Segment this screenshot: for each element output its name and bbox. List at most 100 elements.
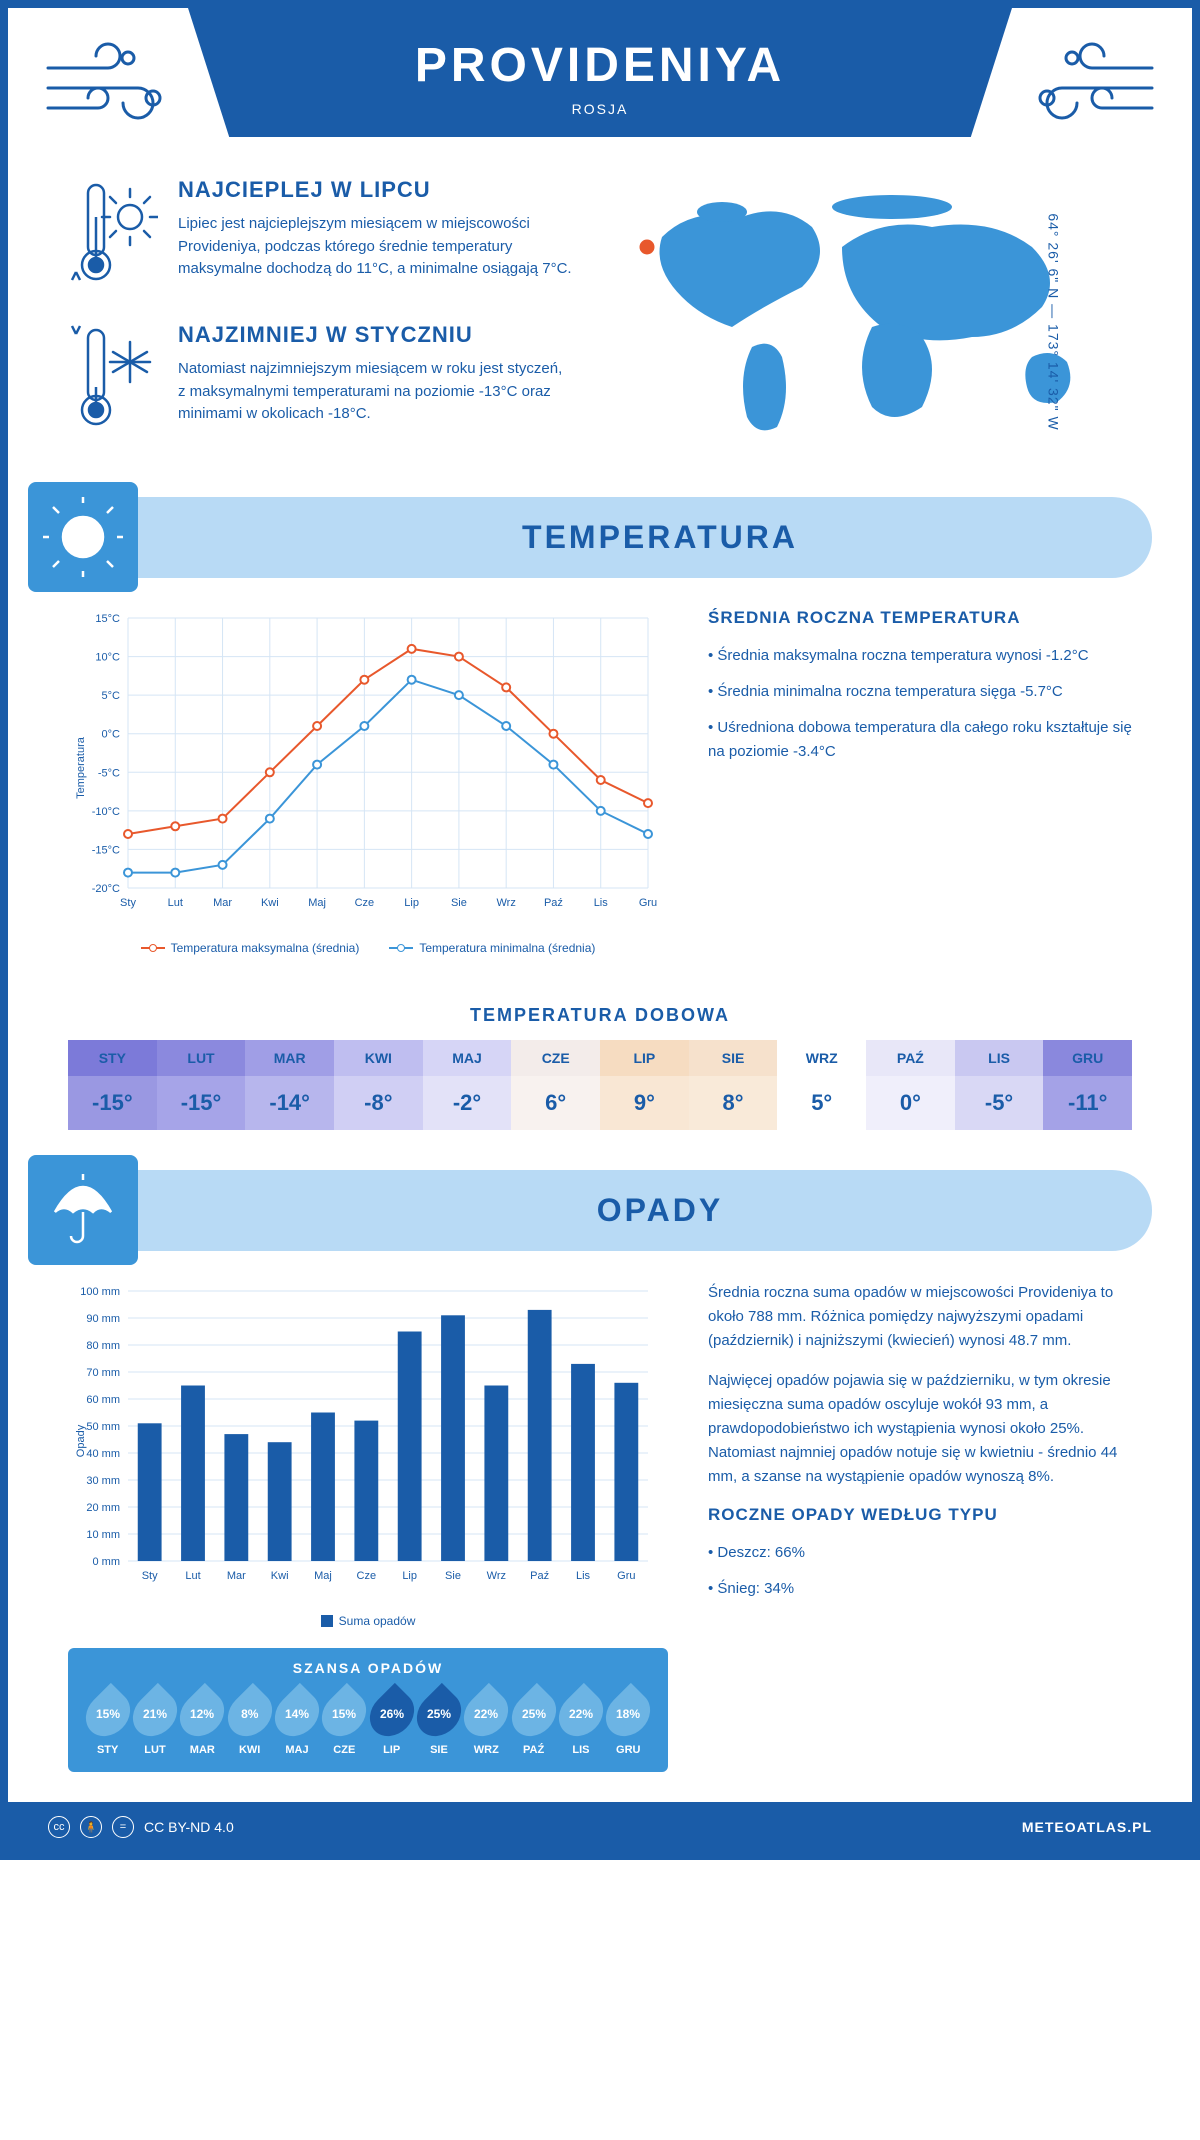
month-cell: CZE6°	[511, 1040, 600, 1130]
chance-drop: 15%STY	[84, 1690, 131, 1756]
month-cell: KWI-8°	[334, 1040, 423, 1130]
svg-text:Temperatura: Temperatura	[75, 736, 87, 799]
temp-bullet: • Uśredniona dobowa temperatura dla całe…	[708, 716, 1132, 764]
month-cell: PAŹ0°	[866, 1040, 955, 1130]
wind-icon	[38, 38, 178, 143]
svg-text:20 mm: 20 mm	[86, 1502, 120, 1514]
intro-section: NAJCIEPLEJ W LIPCU Lipiec jest najcieple…	[8, 137, 1192, 497]
svg-text:10 mm: 10 mm	[86, 1529, 120, 1541]
precip-legend-label: Suma opadów	[339, 1614, 416, 1628]
temperature-legend: Temperatura maksymalna (średnia) Temperat…	[68, 941, 668, 955]
temperature-summary: ŚREDNIA ROCZNA TEMPERATURA • Średnia mak…	[708, 608, 1132, 955]
svg-text:Kwi: Kwi	[261, 897, 279, 909]
site-name: METEOATLAS.PL	[1022, 1819, 1152, 1835]
svg-text:Cze: Cze	[355, 897, 375, 909]
coordinates: 64° 26' 6" N — 173° 14' 32" W	[1045, 213, 1061, 430]
precip-chance-heading: SZANSA OPADÓW	[84, 1660, 652, 1676]
month-cell: MAR-14°	[245, 1040, 334, 1130]
header: PROVIDENIYA ROSJA	[8, 8, 1192, 137]
thermometer-cold-icon	[68, 322, 158, 437]
svg-text:Kwi: Kwi	[271, 1570, 289, 1582]
footer: cc 🧍 = CC BY-ND 4.0 METEOATLAS.PL	[8, 1802, 1192, 1852]
daily-temp-table: STY-15°LUT-15°MAR-14°KWI-8°MAJ-2°CZE6°LI…	[68, 1040, 1132, 1130]
svg-text:Cze: Cze	[357, 1570, 377, 1582]
month-cell: LUT-15°	[157, 1040, 246, 1130]
month-cell: GRU-11°	[1043, 1040, 1132, 1130]
svg-text:50 mm: 50 mm	[86, 1421, 120, 1433]
svg-text:10°C: 10°C	[95, 652, 120, 664]
svg-text:Maj: Maj	[308, 897, 326, 909]
month-cell: WRZ5°	[777, 1040, 866, 1130]
svg-text:Lis: Lis	[576, 1570, 591, 1582]
coldest-text: Natomiast najzimniejszym miesiącem w rok…	[178, 358, 572, 426]
chance-drop: 25%PAŹ	[510, 1690, 557, 1756]
wind-icon	[1022, 38, 1162, 143]
precip-type-bullet: • Deszcz: 66%	[708, 1541, 1132, 1565]
svg-text:Sty: Sty	[142, 1570, 158, 1582]
chance-drop: 8%KWI	[226, 1690, 273, 1756]
svg-text:5°C: 5°C	[102, 690, 121, 702]
svg-text:Gru: Gru	[639, 897, 657, 909]
svg-text:0 mm: 0 mm	[93, 1556, 121, 1568]
svg-text:15°C: 15°C	[95, 613, 120, 625]
chance-drop: 18%GRU	[605, 1690, 652, 1756]
precip-heading: OPADY	[198, 1192, 1122, 1229]
svg-text:70 mm: 70 mm	[86, 1367, 120, 1379]
month-cell: MAJ-2°	[423, 1040, 512, 1130]
svg-text:Wrz: Wrz	[487, 1570, 506, 1582]
legend-item: Temperatura maksymalna (średnia)	[141, 941, 360, 955]
precip-type-bullet: • Śnieg: 34%	[708, 1577, 1132, 1601]
svg-text:Paź: Paź	[530, 1570, 549, 1582]
temperature-heading: TEMPERATURA	[198, 519, 1122, 556]
svg-text:40 mm: 40 mm	[86, 1448, 120, 1460]
svg-text:80 mm: 80 mm	[86, 1340, 120, 1352]
country-subtitle: ROSJA	[208, 101, 992, 117]
warmest-text: Lipiec jest najcieplejszym miesiącem w m…	[178, 213, 572, 281]
chance-drop: 15%CZE	[321, 1690, 368, 1756]
city-title: PROVIDENIYA	[208, 38, 992, 93]
month-cell: SIE8°	[689, 1040, 778, 1130]
map-block: 64° 26' 6" N — 173° 14' 32" W	[612, 177, 1132, 467]
svg-text:Sie: Sie	[451, 897, 467, 909]
svg-text:60 mm: 60 mm	[86, 1394, 120, 1406]
chance-drop: 21%LUT	[131, 1690, 178, 1756]
legend-item: Temperatura minimalna (średnia)	[389, 941, 595, 955]
precip-summary: Średnia roczna suma opadów w miejscowośc…	[708, 1281, 1132, 1772]
temperature-line-chart: -20°C-15°C-10°C-5°C0°C5°C10°C15°CStyLutM…	[68, 608, 668, 928]
svg-text:Sie: Sie	[445, 1570, 461, 1582]
precip-bar-chart: 0 mm 10 mm 20 mm 30 mm 40 mm 50 mm 60 mm 70 mm 8…	[68, 1281, 668, 1601]
svg-text:Lut: Lut	[185, 1570, 200, 1582]
precip-legend: Suma opadów	[68, 1614, 668, 1628]
chance-drop: 12%MAR	[179, 1690, 226, 1756]
thermometer-hot-icon	[68, 177, 158, 292]
month-cell: LIP9°	[600, 1040, 689, 1130]
temp-bullet: • Średnia maksymalna roczna temperatura …	[708, 644, 1132, 668]
precip-section-header: OPADY	[48, 1170, 1152, 1251]
svg-text:-15°C: -15°C	[92, 844, 120, 856]
svg-text:Mar: Mar	[227, 1570, 246, 1582]
by-icon: 🧍	[80, 1816, 102, 1838]
coldest-block: NAJZIMNIEJ W STYCZNIU Natomiast najzimni…	[68, 322, 572, 437]
month-cell: STY-15°	[68, 1040, 157, 1130]
umbrella-icon	[28, 1155, 138, 1265]
svg-text:-20°C: -20°C	[92, 883, 120, 895]
chance-drop: 14%MAJ	[273, 1690, 320, 1756]
svg-text:30 mm: 30 mm	[86, 1475, 120, 1487]
svg-text:Sty: Sty	[120, 897, 136, 909]
chance-drop: 22%WRZ	[463, 1690, 510, 1756]
svg-text:Gru: Gru	[617, 1570, 635, 1582]
chance-drop: 25%SIE	[415, 1690, 462, 1756]
svg-text:Lip: Lip	[404, 897, 419, 909]
svg-text:Lip: Lip	[402, 1570, 417, 1582]
svg-text:Lis: Lis	[594, 897, 609, 909]
precip-type-heading: ROCZNE OPADY WEDŁUG TYPU	[708, 1505, 1132, 1525]
chance-drop: 22%LIS	[557, 1690, 604, 1756]
svg-text:Paź: Paź	[544, 897, 563, 909]
precip-text-1: Średnia roczna suma opadów w miejscowośc…	[708, 1281, 1132, 1353]
svg-text:-5°C: -5°C	[98, 767, 120, 779]
daily-temp-heading: TEMPERATURA DOBOWA	[8, 1005, 1192, 1026]
svg-text:Mar: Mar	[213, 897, 232, 909]
svg-text:Opady: Opady	[75, 1424, 87, 1457]
chance-drop: 26%LIP	[368, 1690, 415, 1756]
location-marker-icon	[638, 238, 656, 256]
